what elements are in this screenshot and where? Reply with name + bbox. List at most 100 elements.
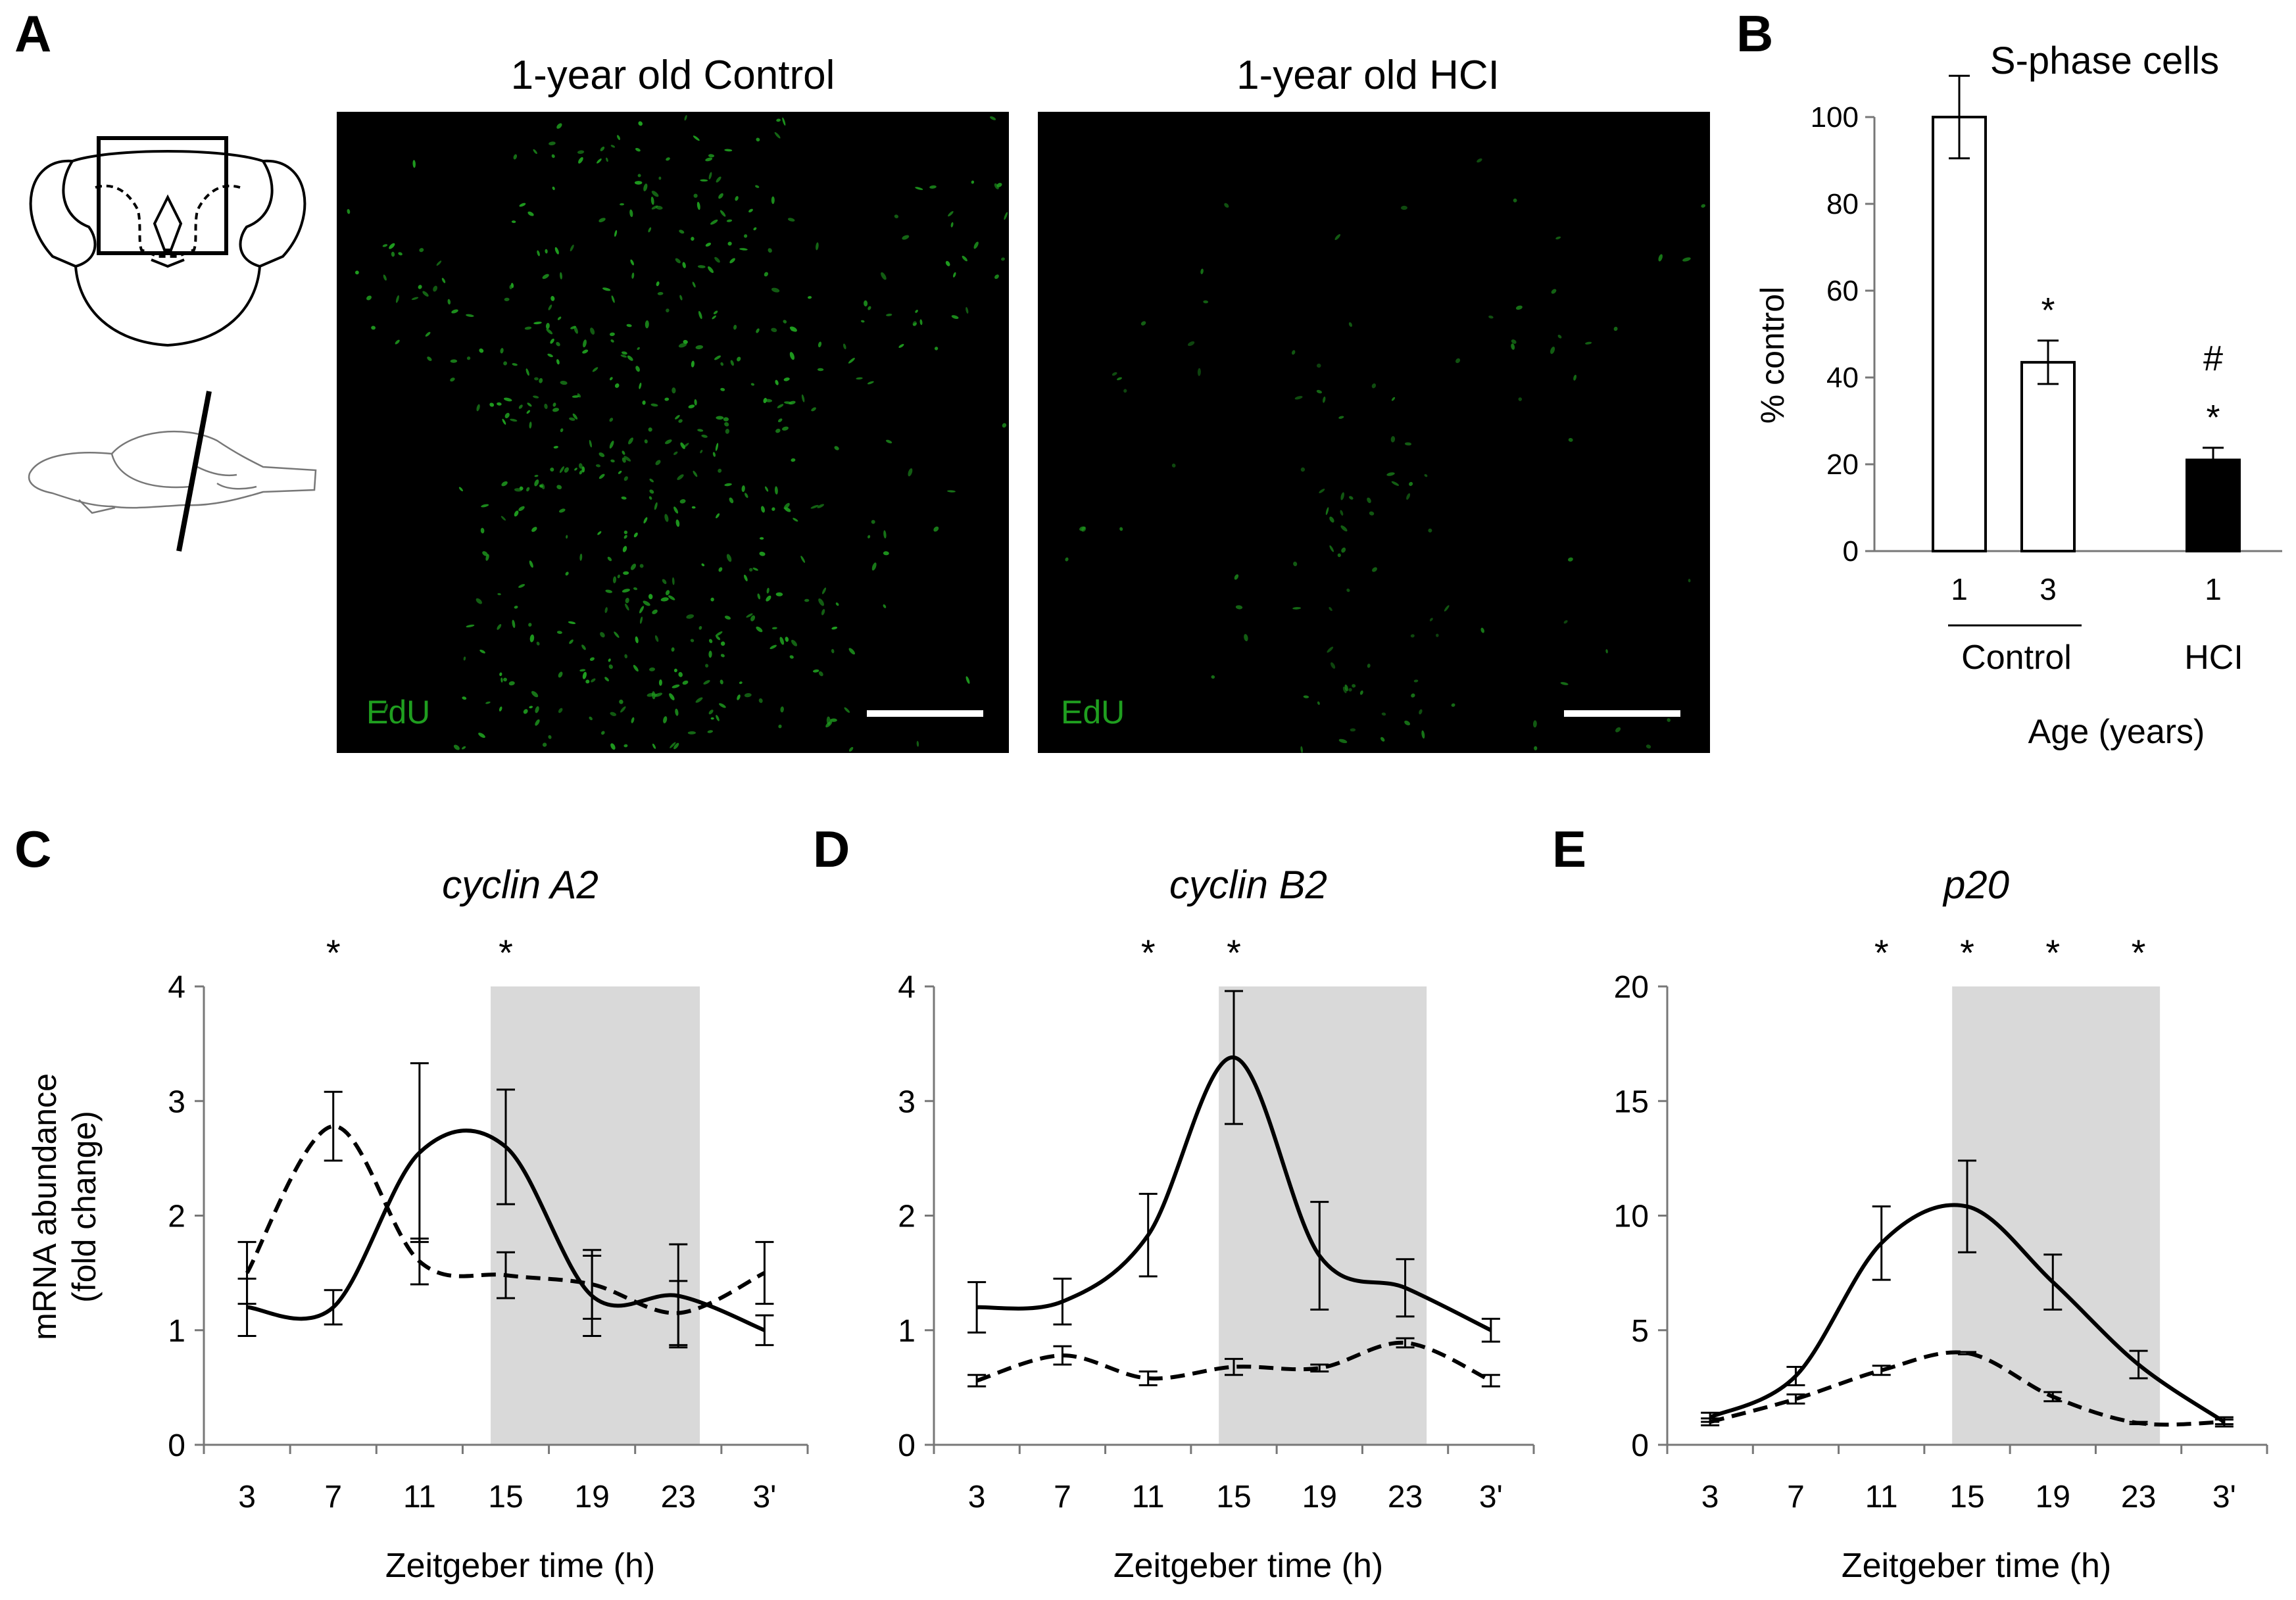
chart-e-y-tick-label: 10 — [1614, 1200, 1649, 1234]
edu-cell — [801, 394, 805, 402]
edu-cell — [1560, 682, 1569, 685]
edu-cell — [883, 551, 889, 556]
edu-cell — [384, 704, 388, 712]
edu-cell — [1413, 679, 1419, 683]
edu-cell — [619, 699, 623, 704]
edu-cell — [715, 631, 723, 637]
edu-cell — [560, 272, 562, 279]
edu-cell — [648, 227, 652, 233]
edu-cell — [1585, 341, 1592, 345]
edu-cell — [650, 197, 654, 205]
edu-cell — [1140, 321, 1146, 326]
edu-cell — [577, 393, 581, 398]
edu-cell — [626, 324, 632, 327]
edu-cell — [622, 546, 627, 552]
edu-cell — [804, 598, 810, 602]
edu-cell — [618, 470, 622, 474]
edu-cell — [480, 527, 485, 534]
edu-cell — [556, 631, 562, 634]
edu-cell — [1244, 634, 1248, 642]
edu-cell — [1004, 212, 1008, 220]
edu-cell — [1455, 358, 1461, 364]
edu-cell — [682, 680, 689, 685]
edu-cell — [756, 626, 763, 633]
edu-cell — [695, 345, 704, 350]
edu-cell — [800, 556, 806, 563]
edu-cell — [1646, 744, 1651, 749]
chart-b-group-label-control: Control — [1961, 639, 2072, 677]
chart-b-significance-marker: * — [2206, 398, 2220, 437]
edu-cell — [965, 676, 970, 684]
edu-cell — [572, 395, 579, 398]
edu-cell — [499, 706, 502, 712]
edu-cell — [789, 326, 797, 332]
edu-cell — [649, 489, 654, 494]
chart-e-x-tick-label: 3' — [2212, 1480, 2236, 1515]
edu-cell — [450, 359, 458, 363]
edu-cell — [1329, 545, 1334, 552]
edu-cell — [621, 497, 627, 500]
edu-cell — [1002, 423, 1007, 428]
edu-cell — [643, 600, 650, 606]
edu-cell — [951, 315, 959, 319]
edu-cell — [1224, 203, 1229, 208]
edu-cell — [1293, 562, 1298, 566]
edu-cell — [1429, 618, 1433, 621]
edu-cell — [687, 731, 696, 735]
edu-cell — [1203, 300, 1209, 304]
edu-cell — [354, 270, 359, 275]
edu-cell — [710, 717, 714, 720]
edu-cell — [1340, 492, 1344, 500]
edu-cell — [1555, 236, 1561, 240]
edu-cell — [971, 180, 975, 184]
edu-cell — [639, 606, 644, 614]
edu-cell — [697, 429, 704, 432]
edu-cell — [1171, 463, 1176, 468]
edu-cell — [1337, 553, 1341, 558]
edu-cell — [726, 219, 733, 222]
chart-e-significance-marker: * — [1874, 932, 1889, 973]
image-hci-bg — [1038, 112, 1710, 753]
edu-cell — [550, 468, 554, 472]
edu-cell — [433, 285, 437, 292]
edu-cell — [539, 377, 543, 383]
edu-cell — [672, 387, 676, 394]
edu-cell — [1605, 649, 1608, 654]
chart-d-x-tick-label: 15 — [1216, 1480, 1251, 1515]
edu-cell — [725, 428, 730, 434]
edu-cell — [883, 530, 887, 539]
edu-cell — [598, 218, 606, 222]
edu-cell — [844, 707, 850, 713]
edu-cell — [654, 502, 658, 510]
edu-cell — [441, 278, 446, 283]
edu-cell — [581, 644, 586, 650]
edu-cell — [419, 248, 424, 253]
edu-cell — [654, 693, 658, 696]
edu-cell — [1327, 646, 1334, 653]
chart-b-ylabel: % control — [1754, 287, 1791, 424]
edu-cell — [654, 635, 659, 642]
edu-cell — [544, 403, 548, 409]
edu-cell — [633, 587, 638, 591]
edu-cell — [764, 272, 769, 277]
edu-cell — [701, 563, 705, 567]
edu-cell — [542, 274, 549, 279]
chart-e-significance-marker: * — [2045, 932, 2060, 973]
edu-cell — [817, 504, 824, 508]
edu-cell — [518, 584, 525, 588]
edu-cell — [633, 665, 639, 672]
chart-e-x-tick-label: 7 — [1787, 1480, 1805, 1515]
edu-cell — [451, 309, 458, 314]
panel-label-d: D — [813, 820, 850, 878]
edu-cell — [1390, 436, 1396, 443]
edu-cell — [560, 381, 568, 385]
edu-cell — [883, 604, 887, 608]
edu-cell — [512, 363, 518, 366]
edu-cell — [818, 671, 823, 677]
chart-e-y-tick-label: 5 — [1631, 1314, 1649, 1349]
edu-cell — [635, 366, 640, 372]
edu-cell — [556, 123, 562, 129]
chart-b-category-label: 1 — [1951, 572, 1968, 606]
edu-cell — [382, 244, 388, 247]
